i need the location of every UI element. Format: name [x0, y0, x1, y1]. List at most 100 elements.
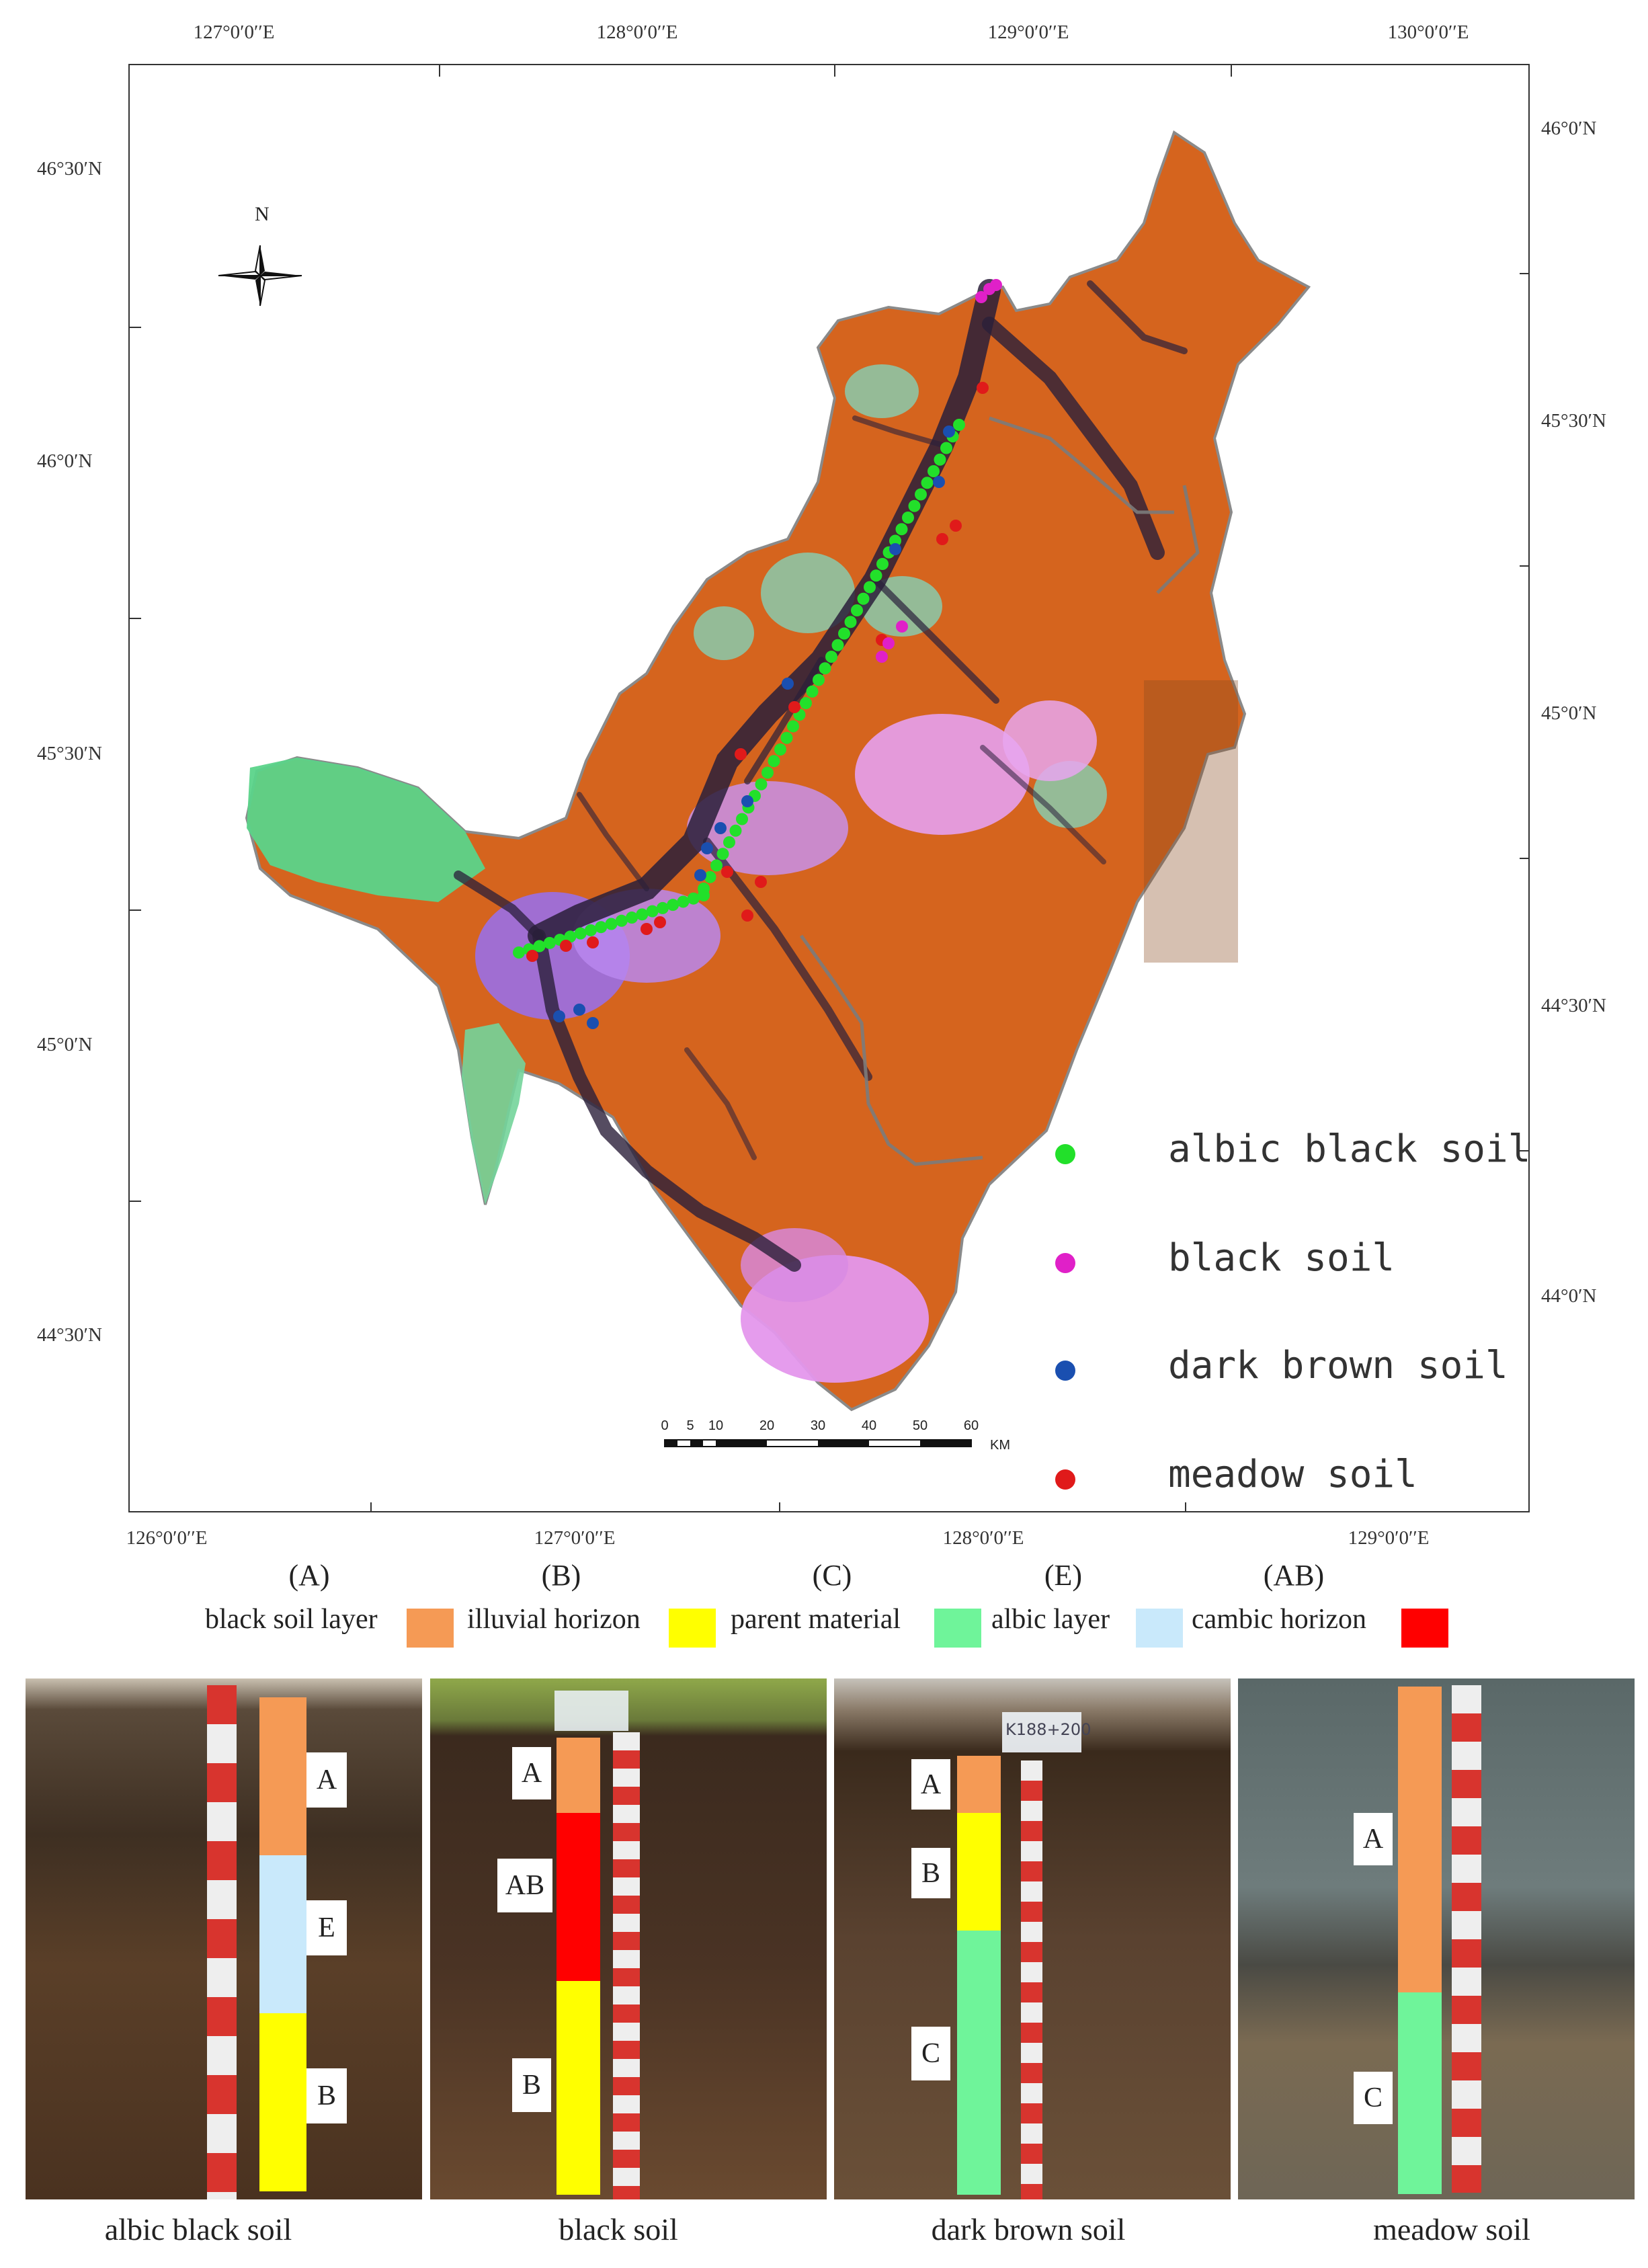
southwest-green-area	[462, 1023, 526, 1205]
sample-point	[889, 543, 901, 555]
top-lon-label-2: 129°0′0′′E	[987, 22, 1069, 43]
sample-point	[915, 488, 927, 501]
bottom-lon-label-1: 127°0′0′′E	[534, 1527, 616, 1549]
horizon-tag: B	[512, 2058, 551, 2112]
sample-point	[646, 905, 659, 918]
horizon-bar-a	[957, 1756, 1001, 1813]
sample-point	[704, 870, 716, 883]
sample-point	[755, 778, 768, 791]
horizon-bar-b	[557, 1981, 600, 2195]
scale-number: 10	[708, 1418, 724, 1433]
sample-point	[533, 940, 546, 953]
legend-label: albic black soil	[1168, 1127, 1530, 1171]
legend-dot-albic	[1055, 1144, 1075, 1164]
profile-photo-black-soil: A AB B	[430, 1678, 827, 2199]
sample-point	[921, 477, 934, 489]
sample-point	[587, 1017, 599, 1029]
horizon-bar-ab	[557, 1813, 600, 1981]
sample-point	[895, 523, 908, 536]
scale-number: 20	[759, 1418, 775, 1433]
sample-point	[553, 1010, 565, 1022]
left-lat-label-4: 44°30′N	[37, 1324, 102, 1346]
bottom-lon-label-2: 128°0′0′′E	[942, 1527, 1024, 1549]
horizon-tag: B	[911, 1848, 950, 1898]
horizon-letter: (E)	[1044, 1559, 1083, 1592]
scale-number: 60	[963, 1418, 979, 1433]
sample-point	[908, 499, 921, 512]
horizon-tag: AB	[497, 1859, 552, 1912]
sample-point	[735, 748, 747, 760]
sample-point	[876, 651, 888, 663]
sample-point	[584, 924, 597, 936]
sample-point	[654, 916, 666, 928]
profile-photo-dark-brown-soil: K188+200 A B C	[834, 1678, 1231, 2199]
scale-number: 40	[861, 1418, 877, 1433]
horizon-tag: B	[306, 2068, 347, 2123]
sample-point	[736, 813, 748, 825]
sample-point	[851, 604, 863, 616]
sample-point	[626, 912, 638, 924]
horizon-bar-a	[1398, 1687, 1442, 1992]
horizon-tag: E	[306, 1900, 347, 1955]
legend-label: black soil	[1168, 1236, 1395, 1280]
map-canvas	[130, 65, 1528, 1511]
sample-point	[605, 918, 618, 930]
sample-point	[977, 382, 989, 394]
sample-point	[741, 795, 753, 807]
sample-point	[714, 822, 727, 834]
swatch-cambic-horizon	[1401, 1609, 1448, 1648]
left-lat-label-3: 45°0′N	[37, 1034, 93, 1055]
bottom-lon-label-3: 129°0′0′′E	[1348, 1527, 1430, 1549]
legend-dot-meadow	[1055, 1469, 1075, 1490]
sample-point	[768, 755, 780, 768]
sample-point	[716, 848, 729, 860]
horizon-tag: A	[911, 1759, 950, 1810]
horizon-tag: C	[1354, 2072, 1393, 2124]
sample-point	[882, 637, 895, 649]
sample-point	[560, 940, 572, 952]
bottom-lon-label-0: 126°0′0′′E	[126, 1527, 208, 1549]
sample-points	[513, 279, 1002, 1029]
sample-point	[870, 569, 882, 582]
sample-point	[595, 921, 608, 934]
horizon-legend-label: albic layer	[991, 1604, 1110, 1635]
sample-point	[838, 627, 850, 640]
scale-number: 0	[661, 1418, 669, 1433]
sign-label: K188+200	[1005, 1720, 1091, 1739]
sample-point	[780, 731, 793, 744]
sample-point	[701, 842, 713, 854]
sample-point	[543, 936, 556, 949]
legend-dot-black	[1055, 1253, 1075, 1273]
horizon-legend-label: cambic horizon	[1192, 1604, 1367, 1635]
sample-point	[721, 866, 733, 878]
swatch-albic-layer	[1136, 1609, 1183, 1648]
horizon-bar-a	[259, 1697, 306, 1855]
sample-point	[564, 930, 577, 943]
scale-number: 30	[810, 1418, 826, 1433]
horizon-tag: A	[1354, 1813, 1393, 1865]
legend-dot-dark-brown	[1055, 1361, 1075, 1381]
profile-caption: dark brown soil	[931, 2212, 1126, 2246]
profile-caption: black soil	[559, 2212, 678, 2246]
horizon-legend-label: black soil layer	[205, 1604, 378, 1635]
sample-point	[889, 534, 901, 547]
horizon-legend-label: parent material	[731, 1604, 901, 1635]
horizon-legend-label: illuvial horizon	[467, 1604, 641, 1635]
sample-point	[729, 824, 742, 837]
scale-number: 5	[686, 1418, 694, 1433]
profile-photo-albic-black-soil: A E B	[26, 1678, 422, 2199]
horizon-tag: C	[911, 2027, 950, 2080]
sample-point	[928, 465, 940, 477]
sample-point	[990, 279, 1002, 291]
sample-point	[513, 946, 525, 959]
sample-point	[936, 533, 948, 545]
sample-point	[813, 674, 825, 686]
left-lat-label-2: 45°30′N	[37, 743, 102, 764]
sample-point	[800, 697, 812, 709]
horizon-bar-c	[957, 1931, 1001, 2195]
sample-point	[656, 901, 669, 914]
sample-point	[857, 592, 870, 605]
sample-point	[896, 620, 908, 633]
sample-point	[710, 859, 723, 872]
sample-point	[934, 453, 946, 466]
